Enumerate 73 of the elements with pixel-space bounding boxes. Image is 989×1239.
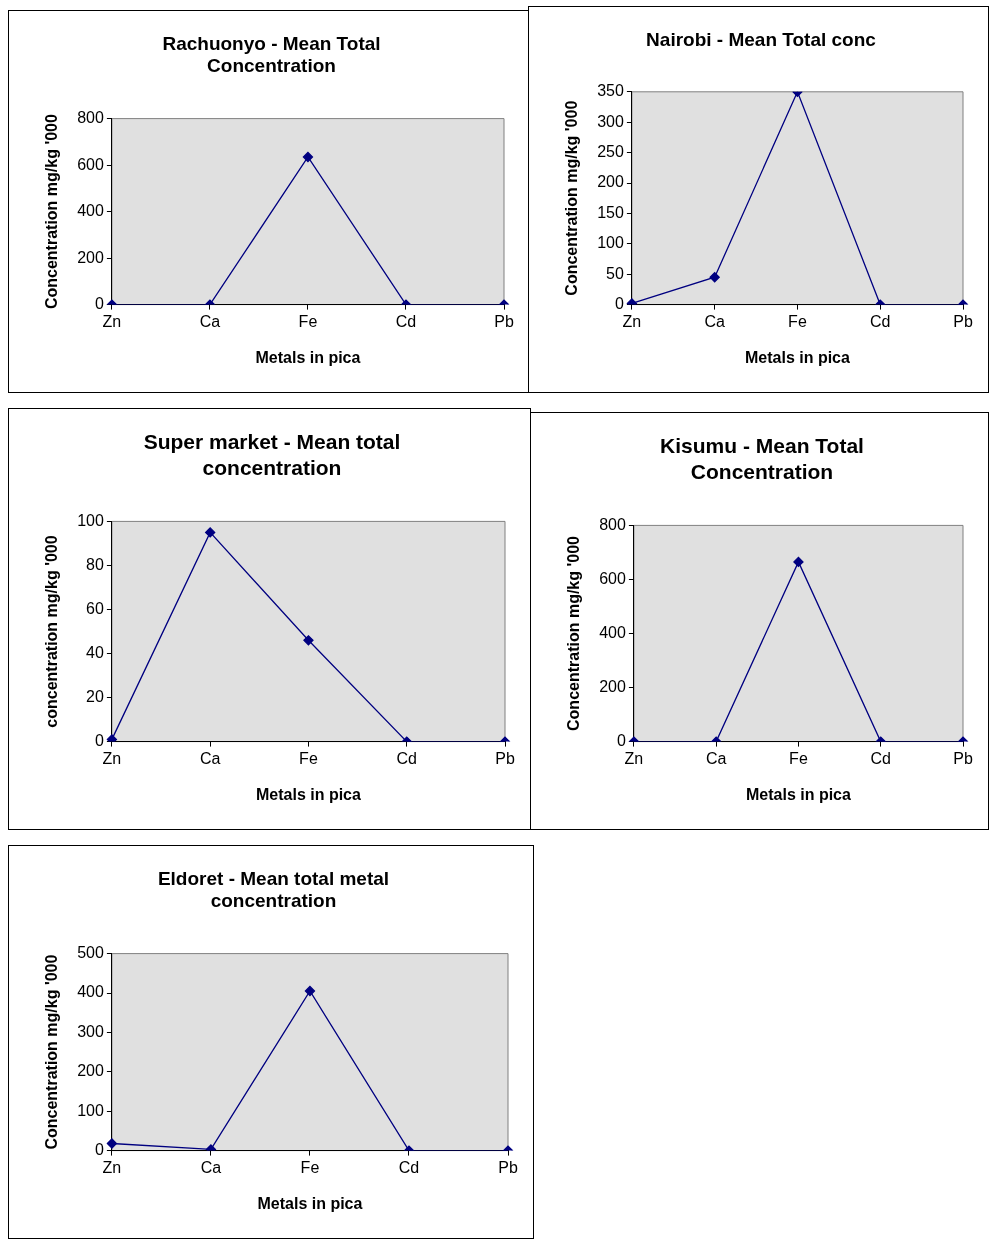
chart-title: Rachuonyo - Mean Total Concentration — [162, 32, 381, 77]
y-tick-label: 200 — [77, 1062, 104, 1080]
x-tick-label: Pb — [494, 312, 514, 330]
y-tick-label: 0 — [614, 295, 624, 313]
chart-title: Super market - Mean total concentration — [143, 430, 401, 479]
y-axis-title: Concentration mg/kg '000 — [565, 535, 583, 731]
y-tick-label: 400 — [599, 623, 626, 641]
x-tick-label: Pb — [498, 1158, 518, 1176]
x-tick-label: Cd — [398, 1158, 420, 1176]
x-axis-title: Metals in pica — [255, 785, 362, 803]
y-tick-label: 0 — [94, 1141, 104, 1159]
y-tick-label: 300 — [597, 112, 624, 130]
y-tick-label: 0 — [94, 732, 104, 750]
x-tick-label: Cd — [870, 312, 891, 330]
x-axis-title: Metals in pica — [744, 348, 851, 366]
y-tick-label: 300 — [77, 1022, 104, 1040]
y-tick-label: 150 — [597, 203, 624, 221]
x-tick-label: Cd — [395, 312, 417, 330]
x-tick-label: Zn — [102, 312, 122, 330]
y-tick-label: 200 — [77, 248, 104, 266]
x-axis-title: Metals in pica — [257, 1194, 363, 1212]
y-tick-label: 600 — [599, 569, 626, 587]
y-tick-label: 100 — [77, 1101, 104, 1119]
chart-title: Kisumu - Mean Total Concentration — [660, 434, 864, 483]
x-tick-label: Ca — [704, 312, 725, 330]
x-tick-label: Ca — [199, 749, 221, 767]
x-tick-label: Pb — [953, 749, 973, 767]
x-tick-label: Cd — [396, 749, 417, 767]
y-tick-label: 800 — [77, 109, 104, 127]
point — [303, 635, 314, 646]
x-tick-label: Zn — [102, 1158, 122, 1176]
x-tick-label: Fe — [788, 312, 807, 330]
point — [304, 985, 316, 997]
y-tick-label: 500 — [77, 944, 104, 962]
x-tick-label: Zn — [624, 749, 644, 767]
y-tick-label: 400 — [77, 983, 104, 1001]
y-axis-title: Concentration mg/kg '000 — [563, 100, 581, 296]
y-tick-label: 200 — [599, 677, 626, 695]
x-tick-label: Ca — [705, 749, 727, 767]
y-axis-title: concentration mg/kg '000 — [43, 535, 61, 728]
y-tick-label: 800 — [599, 515, 626, 533]
x-tick-label: Zn — [622, 312, 642, 330]
y-axis-title: Concentration mg/kg '000 — [43, 114, 61, 310]
point — [205, 527, 216, 538]
y-tick-label: 20 — [86, 687, 104, 705]
y-tick-label: 50 — [606, 264, 624, 282]
x-tick-label: Zn — [102, 749, 122, 767]
y-tick-label: 60 — [86, 599, 104, 617]
chart-title: Eldoret - Mean total metal concentration — [157, 867, 390, 912]
y-tick-label: 400 — [77, 202, 104, 220]
x-tick-label: Fe — [789, 749, 808, 767]
y-tick-label: 100 — [597, 234, 624, 252]
y-tick-label: 600 — [77, 155, 104, 173]
y-tick-label: 80 — [86, 555, 104, 573]
x-tick-label: Cd — [870, 749, 891, 767]
y-tick-label: 350 — [597, 82, 624, 100]
x-tick-label: Fe — [298, 312, 318, 330]
y-tick-label: 250 — [597, 143, 624, 161]
x-tick-label: Fe — [299, 749, 318, 767]
y-tick-label: 100 — [77, 511, 104, 529]
chart-title: Nairobi - Mean Total conc — [646, 28, 877, 50]
y-tick-label: 40 — [86, 643, 104, 661]
x-tick-label: Ca — [200, 1158, 222, 1176]
x-tick-label: Pb — [495, 749, 515, 767]
x-axis-title: Metals in pica — [255, 348, 361, 366]
y-tick-label: 0 — [616, 732, 626, 750]
x-tick-label: Pb — [953, 312, 973, 330]
y-axis-title: Concentration mg/kg '000 — [43, 954, 61, 1150]
x-tick-label: Fe — [300, 1158, 320, 1176]
y-tick-label: 0 — [94, 295, 104, 313]
x-tick-label: Ca — [199, 312, 221, 330]
x-axis-title: Metals in pica — [745, 785, 852, 803]
y-tick-label: 200 — [597, 173, 624, 191]
